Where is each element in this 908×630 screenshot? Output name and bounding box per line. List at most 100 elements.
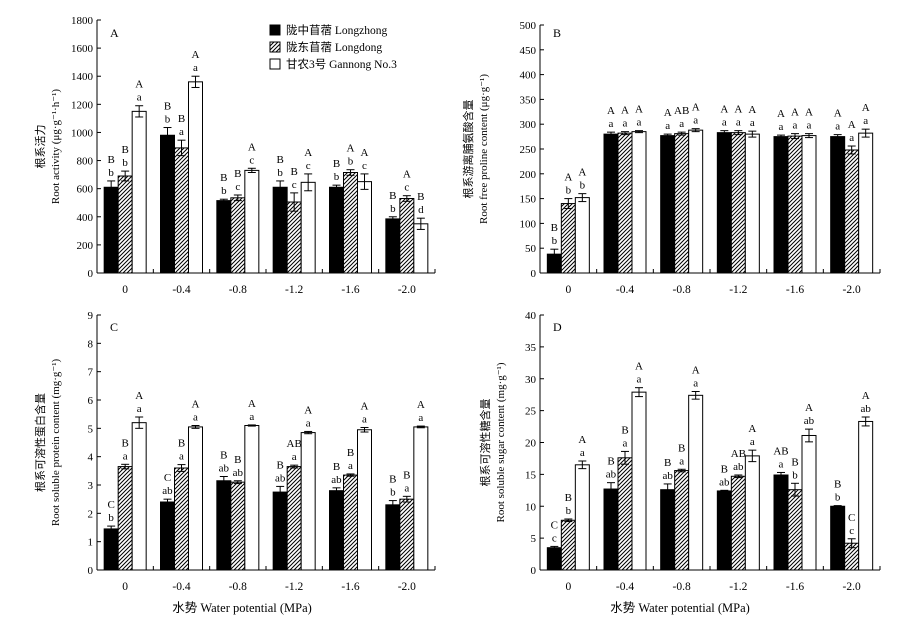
x-tick-label: 0 [565, 581, 571, 593]
significance-upper: B [347, 447, 354, 459]
y-tick-label: 15 [525, 469, 537, 481]
x-tick-label: 0 [122, 581, 128, 593]
significance-upper: A [135, 390, 143, 402]
significance-lower: ab [219, 463, 230, 475]
significance-lower: b [165, 114, 171, 126]
bar [858, 420, 874, 571]
y-tick-label: 200 [520, 169, 537, 181]
significance-lower: a [137, 92, 142, 104]
significance-upper: C [164, 472, 171, 484]
y-axis-title-cn: 根系可溶性糖含量 [478, 399, 492, 487]
significance-lower: a [779, 458, 784, 470]
significance-lower: a [623, 437, 628, 449]
significance-lower: a [179, 451, 184, 463]
significance-lower: ab [606, 469, 617, 481]
bar [844, 149, 860, 274]
significance-lower: ab [275, 472, 286, 484]
significance-lower: a [750, 117, 755, 129]
x-tick-label: -1.6 [341, 284, 359, 296]
bar [660, 489, 676, 571]
x-tick-label: -0.4 [616, 581, 634, 593]
y-axis-title-en: Root free proline content (μg·g⁻¹) [478, 74, 490, 224]
bar [103, 186, 119, 274]
significance-upper: A [248, 398, 256, 410]
bar [343, 172, 358, 274]
x-axis-title-left: 水势 Water potential (MPa) [172, 600, 312, 615]
bar [188, 426, 203, 571]
significance-lower: ab [719, 476, 730, 488]
significance-lower: c [404, 182, 409, 194]
significance-upper: B [791, 456, 798, 468]
bar [117, 466, 133, 571]
significance-lower: a [679, 455, 684, 467]
significance-upper: A [805, 402, 813, 414]
significance-upper: A [862, 102, 870, 114]
bar [744, 133, 760, 274]
y-tick-label: 1 [88, 537, 94, 549]
y-tick-label: 1600 [71, 43, 94, 55]
bar [188, 81, 203, 274]
x-tick-label: -0.4 [616, 284, 634, 296]
significance-lower: c [552, 532, 557, 544]
x-tick-label: -2.0 [398, 284, 416, 296]
significance-upper: B [621, 424, 628, 436]
significance-upper: A [578, 434, 586, 446]
significance-lower: b [108, 167, 114, 179]
significance-upper: B [678, 442, 685, 454]
significance-upper: A [834, 108, 842, 120]
bar [716, 490, 732, 571]
y-axis-title-cn: 根系游离脯氨酸含量 [461, 100, 475, 199]
significance-lower: a [693, 378, 698, 390]
x-tick-label: -1.2 [285, 581, 303, 593]
significance-upper: B [121, 144, 128, 156]
bar [574, 197, 590, 274]
x-tick-label: -1.6 [786, 581, 804, 593]
y-tick-label: 0 [88, 268, 94, 280]
bar [286, 466, 302, 571]
bar [272, 186, 288, 274]
significance-upper: A [304, 404, 312, 416]
y-tick-label: 7 [88, 367, 94, 379]
significance-lower: a [292, 451, 297, 463]
significance-upper: B [178, 113, 185, 125]
x-tick-label: -0.8 [229, 284, 247, 296]
bar [617, 457, 633, 571]
bar [413, 223, 429, 274]
bar [716, 132, 732, 274]
legend-item-longdong: 陇东苜蓿 Longdong [269, 40, 382, 54]
y-tick-label: 450 [520, 45, 537, 57]
bar [357, 429, 372, 571]
significance-upper: A [664, 107, 672, 119]
significance-upper: A [635, 361, 643, 373]
y-tick-label: 1800 [71, 15, 94, 27]
significance-lower: a [863, 115, 868, 127]
panel-label: A [110, 26, 119, 40]
significance-upper: A [692, 365, 700, 377]
y-tick-label: 5 [531, 533, 537, 545]
bar [801, 434, 817, 571]
bar [300, 432, 316, 571]
significance-lower: c [849, 525, 854, 537]
x-tick-label: -0.8 [673, 284, 691, 296]
bar [131, 110, 147, 274]
significance-upper: B [403, 469, 410, 481]
y-tick-label: 6 [88, 395, 94, 407]
legend-swatch-white [269, 58, 281, 70]
significance-lower: b [792, 469, 798, 481]
y-tick-label: 0 [88, 565, 94, 577]
x-axis-title-right: 水势 Water potential (MPa) [610, 600, 750, 615]
bar [413, 426, 429, 571]
significance-lower: a [193, 62, 198, 74]
significance-lower: ab [733, 461, 744, 473]
significance-upper: A [417, 399, 425, 411]
significance-upper: A [347, 143, 355, 155]
x-tick-label: -0.8 [673, 581, 691, 593]
significance-upper: A [734, 104, 742, 116]
significance-lower: a [637, 117, 642, 129]
bar [546, 547, 562, 571]
significance-lower: c [235, 181, 240, 193]
panel-d: 0 5 10 15 20 25 30 35 40 0 -0.4 -0.8 -1.2 -1.6 -2.0 D 根系… [478, 310, 881, 593]
significance-upper: B [290, 166, 297, 178]
bar [674, 470, 690, 571]
